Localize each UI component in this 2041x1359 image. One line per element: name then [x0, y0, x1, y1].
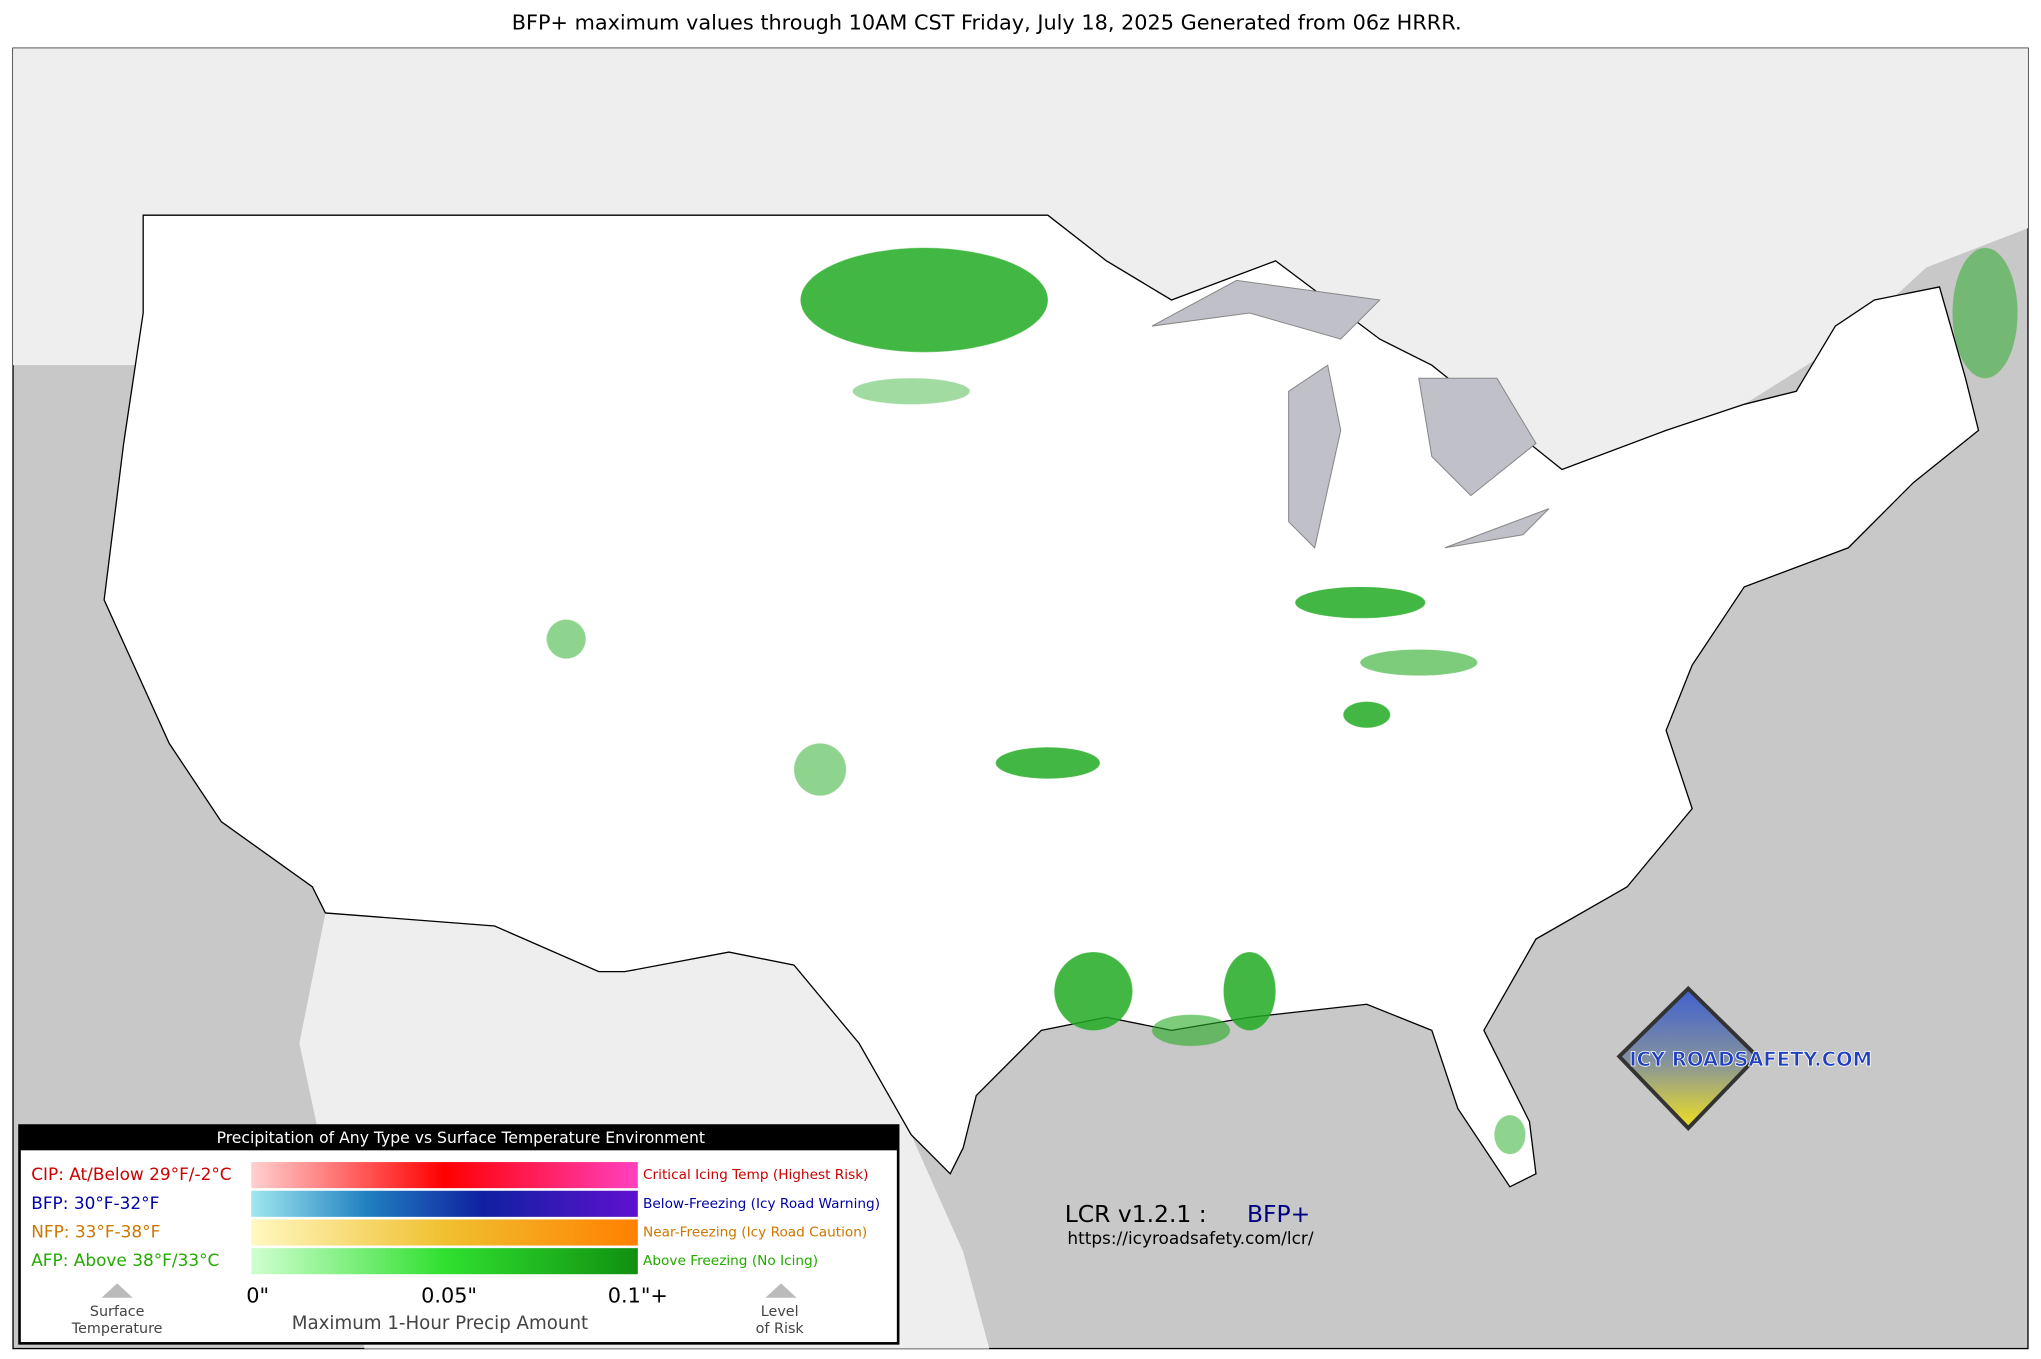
map-title: BFP+ maximum values through 10AM CST Fri…	[512, 10, 1462, 34]
great-lakes	[1151, 279, 1550, 549]
precip-area	[1151, 1014, 1231, 1046]
precip-area	[1343, 701, 1391, 728]
lake-erie	[1444, 508, 1550, 549]
legend-gradient	[251, 1248, 638, 1275]
legend: Precipitation of Any Type vs Surface Tem…	[18, 1124, 900, 1345]
lake-huron	[1418, 377, 1537, 497]
left-caption: Temperature	[71, 1321, 163, 1337]
scale-label: 0"	[246, 1283, 269, 1307]
version-product: BFP+	[1247, 1200, 1310, 1228]
precip-area	[852, 378, 970, 405]
version-url: https://icyroadsafety.com/lcr/	[1067, 1228, 1313, 1248]
logo: ICY ROADSAFETY.COM	[1616, 985, 1872, 1131]
precip-area	[794, 743, 847, 796]
legend-row-label: CIP: At/Below 29°F/-2°C	[31, 1164, 231, 1184]
precip-area	[1223, 952, 1276, 1031]
legend-header	[19, 1125, 899, 1151]
legend-row-label: AFP: Above 38°F/33°C	[31, 1250, 219, 1270]
precip-area	[800, 247, 1048, 353]
right-caption: of Risk	[756, 1321, 805, 1337]
legend-row-label: BFP: 30°F-32°F	[31, 1193, 159, 1213]
precip-area	[1952, 247, 2018, 379]
arrow-icon	[101, 1283, 133, 1298]
legend-row-description: Near-Freezing (Icy Road Caution)	[643, 1224, 867, 1240]
legend-row-description: Below-Freezing (Icy Road Warning)	[643, 1196, 880, 1212]
precip-area	[1054, 952, 1133, 1031]
logo-diamond	[1616, 985, 1760, 1131]
lake-superior	[1151, 279, 1381, 340]
version-label: LCR v1.2.1 :	[1065, 1200, 1207, 1228]
scale-label: 0.05"	[421, 1283, 477, 1307]
legend-axis-label: Maximum 1-Hour Precip Amount	[292, 1313, 588, 1334]
legend-row-label: NFP: 33°F-38°F	[31, 1221, 160, 1241]
legend-title: Precipitation of Any Type vs Surface Tem…	[217, 1128, 705, 1147]
legend-gradient	[251, 1219, 638, 1246]
precip-area	[995, 747, 1100, 779]
version-info: LCR v1.2.1 : BFP+ https://icyroadsafety.…	[1065, 1200, 1314, 1248]
precip-area	[1494, 1115, 1526, 1155]
precip-area	[1295, 586, 1426, 619]
precip-area	[1360, 649, 1478, 676]
legend-row-description: Above Freezing (No Icing)	[643, 1253, 818, 1269]
arrow-icon	[765, 1283, 797, 1298]
lake-michigan	[1288, 364, 1342, 549]
left-caption: Surface	[90, 1304, 145, 1320]
legend-rows: CIP: At/Below 29°F/-2°C Critical Icing Te…	[31, 1162, 880, 1275]
scale-label: 0.1"+	[608, 1283, 668, 1307]
precip-area	[546, 619, 586, 659]
right-caption: Level	[761, 1304, 799, 1320]
logo-text: ICY ROADSAFETY.COM	[1629, 1048, 1872, 1071]
precip-areas	[546, 247, 2018, 1155]
legend-gradient	[251, 1190, 638, 1217]
legend-gradient	[251, 1162, 638, 1189]
legend-row-description: Critical Icing Temp (Highest Risk)	[643, 1167, 868, 1183]
